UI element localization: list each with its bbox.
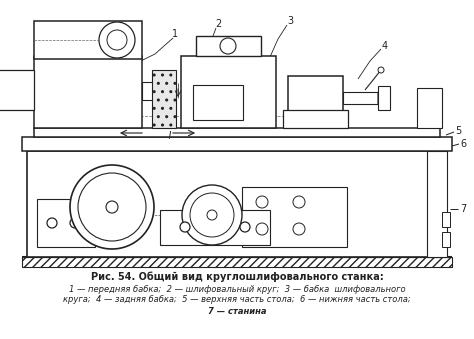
- Text: 6: 6: [460, 139, 466, 149]
- Circle shape: [378, 67, 384, 73]
- Bar: [427, 151, 447, 257]
- Bar: [288, 76, 343, 128]
- Bar: [442, 212, 450, 227]
- Bar: [378, 86, 390, 110]
- Circle shape: [70, 165, 154, 249]
- Circle shape: [293, 223, 305, 235]
- Bar: [152, 70, 176, 128]
- Circle shape: [106, 201, 118, 213]
- Bar: [22, 137, 452, 151]
- Bar: [34, 21, 142, 59]
- Text: 2: 2: [215, 19, 221, 29]
- Text: 5: 5: [455, 126, 461, 136]
- Text: 3: 3: [287, 16, 293, 26]
- Bar: [34, 128, 440, 137]
- Bar: [442, 232, 450, 247]
- Polygon shape: [378, 92, 386, 104]
- Circle shape: [70, 218, 80, 228]
- Circle shape: [220, 38, 236, 54]
- Bar: [343, 92, 378, 104]
- Bar: [283, 110, 348, 128]
- Text: !: !: [167, 131, 171, 141]
- Text: 4: 4: [382, 41, 388, 51]
- Circle shape: [182, 185, 242, 245]
- Circle shape: [293, 196, 305, 208]
- Circle shape: [240, 222, 250, 232]
- Text: 7: 7: [460, 204, 466, 214]
- Bar: [160, 210, 270, 245]
- Text: 1: 1: [172, 29, 178, 39]
- Circle shape: [99, 22, 135, 58]
- Bar: [0, 70, 34, 110]
- Bar: [142, 82, 160, 100]
- Bar: [417, 88, 442, 128]
- Text: круга;  4 — задняя бабка;  5 — верхняя часть стола;  6 — нижняя часть стола;: круга; 4 — задняя бабка; 5 — верхняя час…: [63, 296, 411, 304]
- Bar: [27, 151, 447, 257]
- Text: 7 — станина: 7 — станина: [208, 306, 266, 316]
- Bar: [193, 85, 243, 120]
- Circle shape: [180, 222, 190, 232]
- Circle shape: [256, 196, 268, 208]
- Bar: [181, 56, 276, 128]
- Bar: [37, 199, 95, 247]
- Circle shape: [256, 223, 268, 235]
- Text: Рис. 54. Общий вид круглошлифовального станка:: Рис. 54. Общий вид круглошлифовального с…: [91, 272, 383, 282]
- Circle shape: [107, 30, 127, 50]
- Circle shape: [207, 210, 217, 220]
- Bar: [196, 36, 261, 56]
- Bar: [34, 56, 142, 128]
- Circle shape: [190, 193, 234, 237]
- Circle shape: [78, 173, 146, 241]
- Bar: [22, 257, 452, 267]
- Bar: [242, 187, 347, 247]
- Circle shape: [47, 218, 57, 228]
- Text: 1 — передняя бабка;  2 — шлифовальный круг;  3 — бабка  шлифовального: 1 — передняя бабка; 2 — шлифовальный кру…: [69, 284, 405, 294]
